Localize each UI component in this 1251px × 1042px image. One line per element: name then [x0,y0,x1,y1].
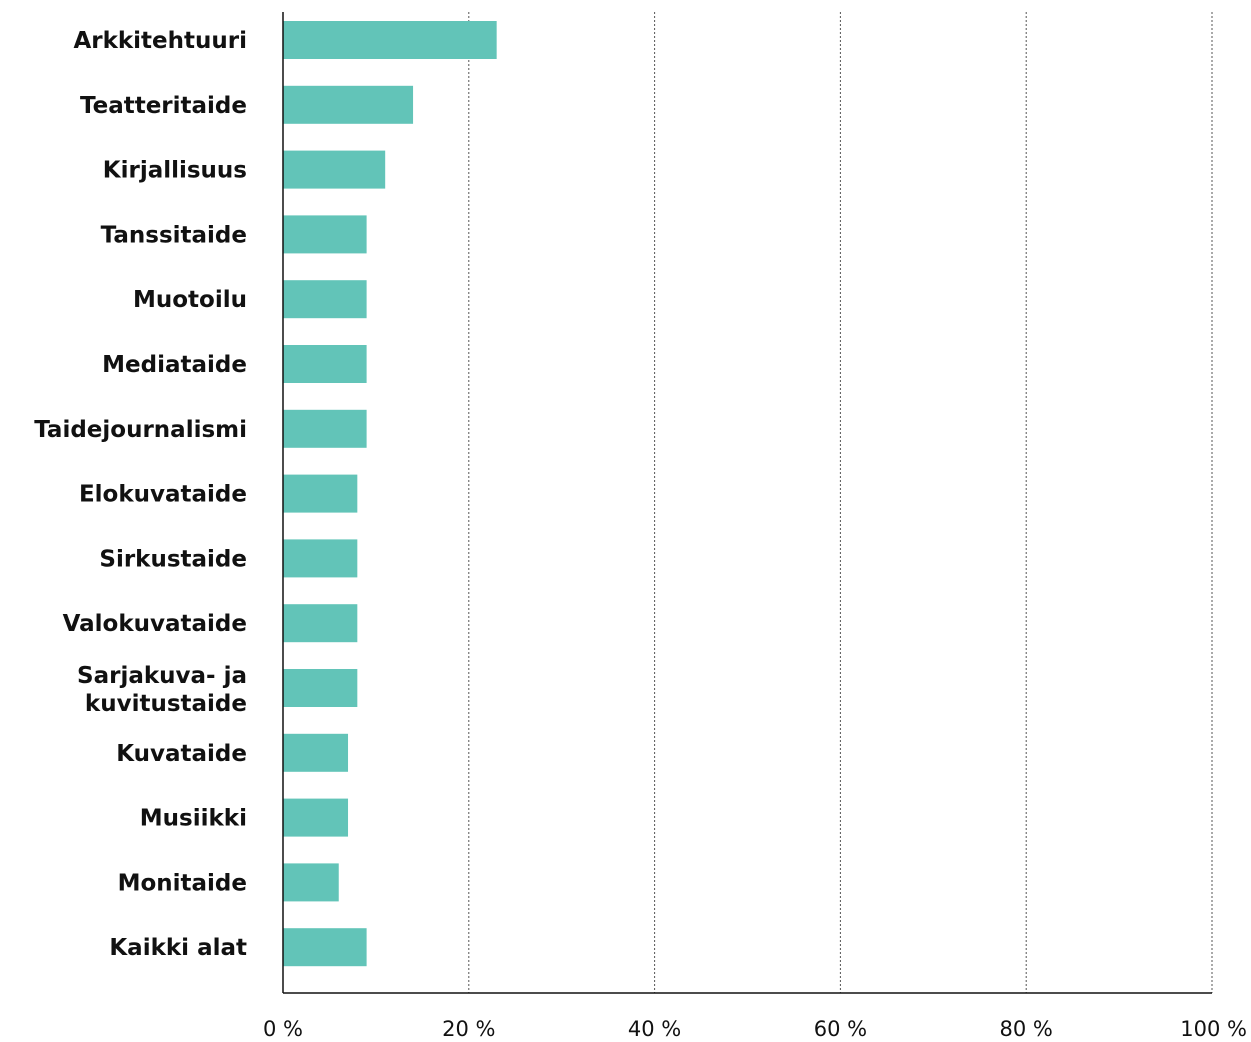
category-label-4: Muotoilu [133,287,247,313]
category-label-9: Valokuvataide [63,611,247,637]
bar-14 [283,928,367,967]
x-tick-label-0: 0 % [263,1017,303,1038]
category-label-13: Monitaide [118,870,247,896]
x-tick-label-60: 60 % [814,1017,867,1038]
bar-3 [283,215,367,254]
axes [282,12,1212,994]
category-label-3: Tanssitaide [101,222,247,248]
bar-4 [283,280,367,319]
bar-1 [283,85,414,124]
bar-13 [283,863,339,902]
bar-6 [283,409,367,448]
bar-7 [283,474,358,513]
x-tick-label-40: 40 % [628,1017,681,1038]
category-label-7: Elokuvataide [79,482,247,508]
category-label-10: Sarjakuva- ja kuvitustaide [77,663,247,717]
category-label-6: Taidejournalismi [34,417,247,443]
bars [283,21,497,967]
bar-8 [283,539,358,578]
x-tick-label-20: 20 % [442,1017,495,1038]
category-label-8: Sirkustaide [99,546,247,572]
category-label-14: Kaikki alat [109,935,247,961]
category-labels: Arkkitehtuuri Teatteritaide Kirjallisuus Ta… [34,28,247,961]
category-label-2: Kirjallisuus [103,158,247,184]
bar-2 [283,150,386,189]
bar-12 [283,798,349,837]
category-label-0: Arkkitehtuuri [73,28,247,54]
x-tick-label-100: 100 % [1180,1017,1247,1038]
category-label-1: Teatteritaide [80,93,247,119]
bar-11 [283,733,349,772]
grid-lines [468,12,1213,993]
bar-9 [283,604,358,643]
x-tick-label-80: 80 % [1000,1017,1053,1038]
x-tick-labels: 0 % 20 % 40 % 60 % 80 % 100 % [263,1017,1247,1041]
bar-10 [283,669,358,707]
bar-0 [283,21,497,59]
bar-5 [283,345,367,383]
category-label-12: Musiikki [140,806,247,832]
category-label-5: Mediataide [102,352,247,378]
category-label-11: Kuvataide [116,741,247,767]
